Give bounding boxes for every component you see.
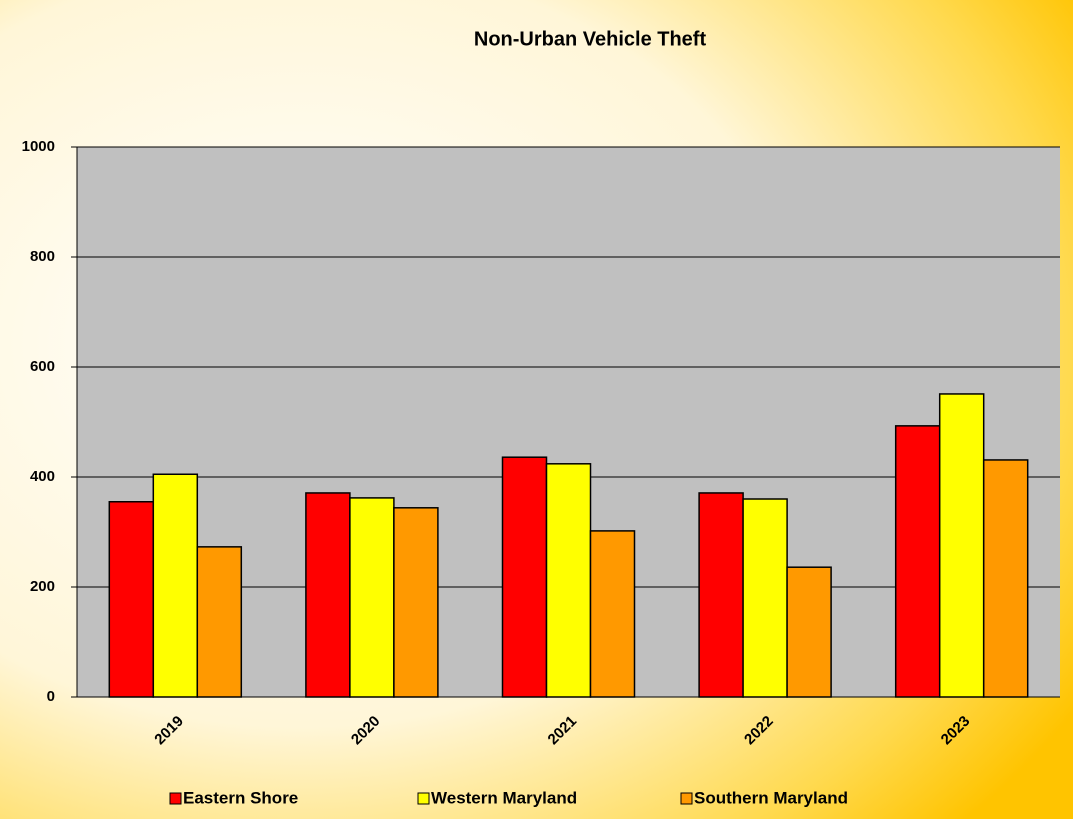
legend-swatch [169, 792, 182, 805]
legend-label: Western Maryland [431, 788, 577, 807]
y-tick-label: 600 [30, 358, 55, 375]
bar [305, 492, 351, 698]
legend-label: Southern Maryland [694, 788, 848, 807]
bar [589, 530, 636, 698]
y-tick-label: 400 [30, 468, 55, 485]
legend-swatch [680, 792, 693, 805]
bar [108, 501, 155, 698]
bar [894, 425, 941, 698]
bar [545, 463, 592, 698]
chart-title: Non-Urban Vehicle Theft [474, 28, 707, 50]
bar [698, 492, 744, 698]
bar [349, 497, 395, 698]
y-tick-label: 0 [47, 688, 55, 705]
bar [393, 507, 439, 698]
bar [152, 473, 199, 698]
y-tick-label: 1000 [22, 138, 55, 155]
legend-swatch [417, 792, 430, 805]
bar [938, 393, 985, 698]
bar [982, 459, 1029, 698]
bar [501, 456, 548, 698]
bar [786, 566, 832, 698]
bar [196, 546, 243, 698]
bar [742, 498, 788, 698]
legend-label: Eastern Shore [183, 788, 298, 807]
y-tick-label: 800 [30, 248, 55, 265]
y-tick-label: 200 [30, 578, 55, 595]
